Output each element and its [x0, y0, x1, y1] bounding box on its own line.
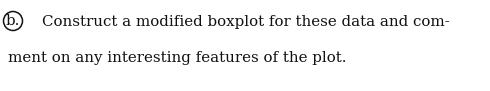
Text: Construct a modified boxplot for these data and com-: Construct a modified boxplot for these d… — [42, 15, 450, 29]
Text: ment on any interesting features of the plot.: ment on any interesting features of the … — [8, 51, 346, 65]
Text: b.: b. — [6, 14, 20, 28]
